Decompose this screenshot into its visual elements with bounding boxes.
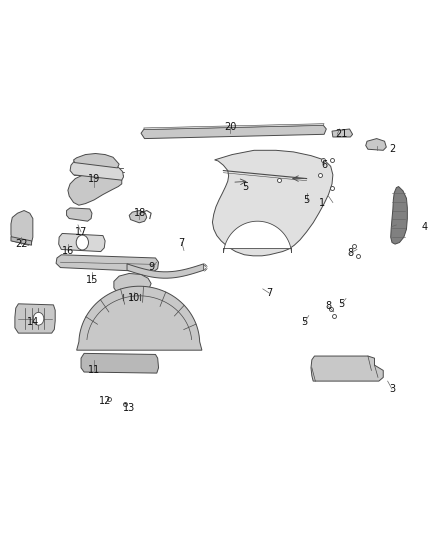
Text: 14: 14 [27, 318, 39, 327]
Text: 5: 5 [242, 182, 248, 191]
Text: 16: 16 [62, 246, 74, 255]
Text: 5: 5 [339, 299, 345, 309]
Polygon shape [127, 264, 204, 278]
Circle shape [76, 235, 88, 250]
Text: 1: 1 [319, 198, 325, 207]
Text: 17: 17 [75, 227, 87, 237]
Polygon shape [366, 139, 386, 150]
Polygon shape [391, 187, 407, 244]
Polygon shape [70, 161, 124, 180]
Polygon shape [11, 237, 32, 245]
Polygon shape [129, 211, 147, 223]
Polygon shape [56, 255, 159, 272]
Text: 3: 3 [389, 384, 395, 394]
Polygon shape [141, 125, 326, 139]
Text: 10: 10 [127, 294, 140, 303]
Text: 12: 12 [99, 396, 111, 406]
Polygon shape [81, 353, 159, 373]
Text: 13: 13 [123, 403, 135, 413]
Text: 5: 5 [304, 195, 310, 205]
Polygon shape [223, 221, 292, 253]
Text: 15: 15 [86, 275, 98, 285]
Text: 7: 7 [266, 288, 272, 298]
Text: 19: 19 [88, 174, 100, 183]
Polygon shape [11, 211, 33, 245]
Text: 21: 21 [336, 130, 348, 139]
Circle shape [33, 312, 44, 325]
Polygon shape [144, 124, 324, 130]
Polygon shape [114, 273, 151, 296]
Text: 8: 8 [325, 302, 332, 311]
Text: 7: 7 [179, 238, 185, 247]
Text: 22: 22 [15, 239, 27, 248]
Polygon shape [212, 150, 333, 256]
Polygon shape [68, 173, 122, 205]
Polygon shape [59, 233, 105, 252]
Text: 20: 20 [224, 122, 236, 132]
Polygon shape [15, 304, 55, 333]
Text: 9: 9 [148, 262, 154, 271]
Polygon shape [311, 356, 383, 381]
Polygon shape [67, 208, 92, 221]
Text: 18: 18 [134, 208, 146, 218]
Text: 4: 4 [422, 222, 428, 231]
Text: 11: 11 [88, 366, 100, 375]
Text: 2: 2 [389, 144, 395, 154]
Polygon shape [74, 154, 119, 168]
Text: 6: 6 [321, 160, 327, 170]
Text: 8: 8 [347, 248, 353, 258]
Polygon shape [77, 286, 202, 350]
Text: 5: 5 [301, 318, 307, 327]
Polygon shape [332, 129, 353, 137]
